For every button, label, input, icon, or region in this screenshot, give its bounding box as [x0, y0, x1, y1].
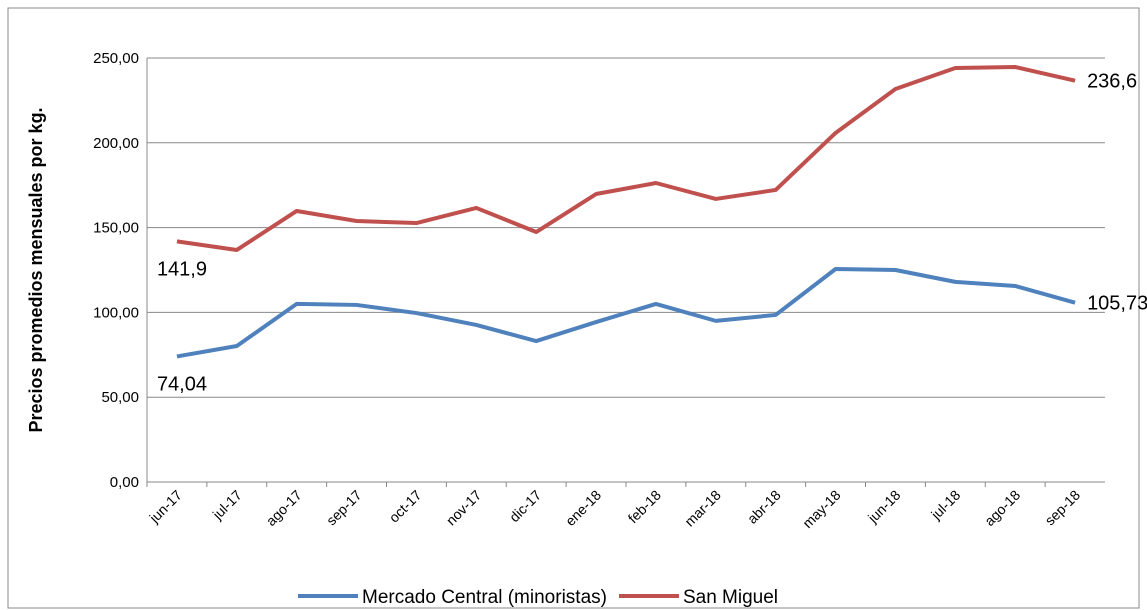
- chart-frame: [7, 7, 1140, 609]
- series-line: [176, 266, 1076, 359]
- data-label: 74,04: [157, 373, 207, 395]
- y-tick-label: 0,00: [110, 474, 139, 491]
- y-tick-label: 250,00: [93, 50, 139, 67]
- y-tick-label: 50,00: [101, 389, 139, 406]
- y-tick-label: 100,00: [93, 304, 139, 321]
- data-label: 141,9: [157, 258, 207, 280]
- legend-label: San Miguel: [683, 587, 778, 608]
- data-label: 105,73: [1087, 293, 1147, 315]
- y-tick-label: 200,00: [93, 135, 139, 152]
- y-axis-title: Precios promedios mensuales por kg.: [26, 107, 46, 432]
- legend-label: Mercado Central (minoristas): [362, 587, 607, 608]
- y-tick-label: 150,00: [93, 220, 139, 237]
- data-label: 236,6: [1087, 71, 1137, 93]
- series-line: [176, 64, 1076, 252]
